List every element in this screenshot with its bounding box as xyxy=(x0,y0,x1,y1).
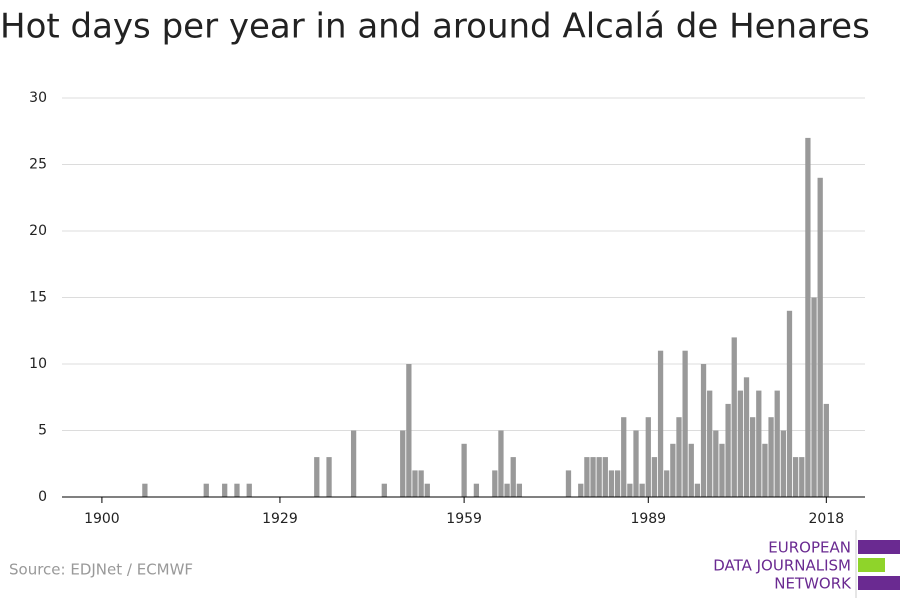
source: Source: EDJNet / ECMWF xyxy=(9,561,193,579)
bar xyxy=(762,443,768,497)
bar xyxy=(350,430,357,497)
bar xyxy=(400,430,406,497)
x-tick-label: 1959 xyxy=(446,511,482,527)
chart-title: Hot days per year in and around Alcalá d… xyxy=(0,7,870,47)
bar xyxy=(664,470,670,497)
bar xyxy=(750,417,756,497)
bar xyxy=(731,337,737,497)
bar xyxy=(799,457,805,497)
bar xyxy=(498,430,504,497)
bar xyxy=(651,457,658,497)
y-tick-label: 0 xyxy=(38,489,47,505)
bar xyxy=(805,137,811,497)
bar xyxy=(792,457,799,497)
bar xyxy=(682,350,688,497)
bar xyxy=(424,483,430,497)
x-tick-label: 1989 xyxy=(630,511,666,527)
bar xyxy=(602,457,608,497)
bar xyxy=(516,483,523,497)
logo-bar xyxy=(858,576,900,590)
y-tick-label: 20 xyxy=(29,223,47,239)
bar xyxy=(406,364,412,497)
bar xyxy=(381,483,387,497)
bar xyxy=(590,457,596,497)
bar xyxy=(645,417,651,497)
bar xyxy=(608,470,615,497)
logo-bar xyxy=(858,558,885,572)
bar xyxy=(817,177,823,498)
y-tick-label: 15 xyxy=(29,290,47,306)
bar xyxy=(596,457,602,497)
x-tick-label: 1929 xyxy=(262,511,298,527)
bar xyxy=(756,390,762,497)
bar xyxy=(510,457,516,497)
bar xyxy=(707,390,713,497)
bar xyxy=(670,443,676,497)
bar xyxy=(412,470,418,497)
bar xyxy=(504,483,510,497)
bar xyxy=(461,443,467,497)
y-tick-label: 25 xyxy=(29,157,47,173)
y-tick-label: 30 xyxy=(29,90,47,106)
bar xyxy=(142,483,148,497)
bar xyxy=(743,377,750,497)
bar xyxy=(725,403,731,497)
bar xyxy=(774,390,780,497)
bar xyxy=(713,430,719,497)
bar xyxy=(418,470,424,497)
bar xyxy=(203,483,209,497)
bar xyxy=(234,483,240,497)
y-tick-label: 10 xyxy=(29,356,47,372)
logo-bar xyxy=(858,540,900,554)
bar xyxy=(657,350,664,497)
bar xyxy=(694,483,701,497)
bar xyxy=(688,443,694,497)
bar xyxy=(700,364,707,497)
bar xyxy=(737,390,744,497)
bar xyxy=(578,483,584,497)
x-tick-label: 1900 xyxy=(84,511,120,527)
bar xyxy=(639,483,645,497)
bar xyxy=(768,417,774,497)
bar xyxy=(314,457,320,497)
logo-text: NETWORK xyxy=(774,575,852,593)
logo-text: DATA JOURNALISM xyxy=(713,557,851,575)
bar xyxy=(633,430,639,497)
bar xyxy=(719,443,725,497)
x-tick-label: 2018 xyxy=(809,511,845,527)
bar xyxy=(492,470,498,497)
bar xyxy=(565,470,572,497)
bar xyxy=(676,417,682,497)
bar xyxy=(584,457,590,497)
bar xyxy=(786,310,793,497)
logo-text: EUROPEAN xyxy=(768,539,851,557)
y-tick-label: 5 xyxy=(38,423,47,439)
bar xyxy=(621,417,627,497)
bar xyxy=(614,470,621,497)
bar xyxy=(222,483,228,497)
bar xyxy=(811,297,817,497)
bar xyxy=(823,403,829,497)
bar xyxy=(326,457,332,497)
bar xyxy=(473,483,480,497)
bar xyxy=(627,483,633,497)
bar xyxy=(246,483,252,497)
bar xyxy=(780,430,786,497)
